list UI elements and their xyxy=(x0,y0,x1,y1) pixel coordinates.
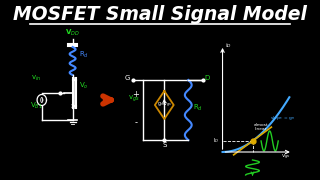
Text: G: G xyxy=(125,75,130,81)
Text: I$_D$: I$_D$ xyxy=(213,136,219,145)
Text: almost
linear: almost linear xyxy=(254,123,269,131)
Text: v$_{gs}$: v$_{gs}$ xyxy=(281,153,291,162)
Text: g$_m$v$_{gs}$: g$_m$v$_{gs}$ xyxy=(156,100,172,110)
Text: R$_d$: R$_d$ xyxy=(193,103,204,113)
Text: v$_{in}$: v$_{in}$ xyxy=(31,74,42,83)
Text: i$_D$: i$_D$ xyxy=(225,41,232,50)
Text: +: + xyxy=(132,90,140,99)
Text: V$_o$: V$_o$ xyxy=(79,81,89,91)
Text: V$_{DD}$: V$_{DD}$ xyxy=(65,28,80,38)
Text: S: S xyxy=(162,142,166,148)
Text: v$_{gs}$: v$_{gs}$ xyxy=(128,94,140,104)
Text: R$_d$: R$_d$ xyxy=(79,50,90,60)
Text: V$_{B1}$: V$_{B1}$ xyxy=(30,101,43,111)
Text: D: D xyxy=(204,75,210,81)
Text: MOSFET Small Signal Model: MOSFET Small Signal Model xyxy=(13,4,307,24)
Text: slope = g$_m$: slope = g$_m$ xyxy=(270,114,295,122)
Text: -: - xyxy=(134,118,138,127)
